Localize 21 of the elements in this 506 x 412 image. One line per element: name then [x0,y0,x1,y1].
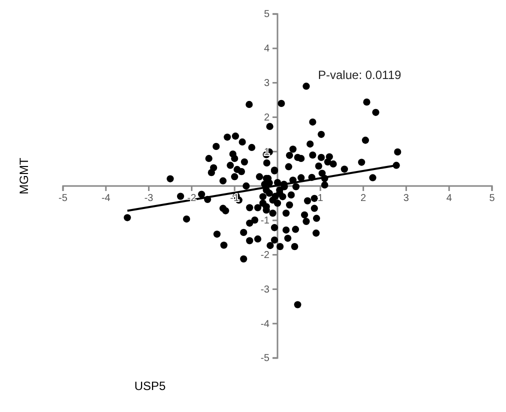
x-tick-label: -5 [58,193,68,204]
y-axis-title: MGMT [17,157,31,194]
y-tick-label: -1 [260,216,270,227]
y-tick-label: 4 [264,44,270,55]
y-tick-label: 2 [264,112,270,124]
y-tick-label: -2 [260,250,270,261]
y-tick-label: -4 [260,318,270,330]
y-tick-label: 1 [264,146,270,158]
y-tick-label: -5 [260,353,270,364]
annotation: P-value: 0.0119 [318,68,402,82]
y-tick-label: 3 [264,78,270,89]
x-tick-label: 4 [446,193,452,204]
x-tick-label: 5 [489,193,496,204]
x-tick-label: -3 [144,193,154,204]
x-tick-label: -4 [101,193,111,204]
x-tick-label: 2 [360,193,367,204]
y-tick-label: -3 [260,284,270,296]
x-tick-label: 1 [318,193,324,204]
x-axis-title: USP5 [134,379,166,393]
y-tick-label: 5 [264,9,270,20]
x-tick-label: 3 [403,193,410,204]
